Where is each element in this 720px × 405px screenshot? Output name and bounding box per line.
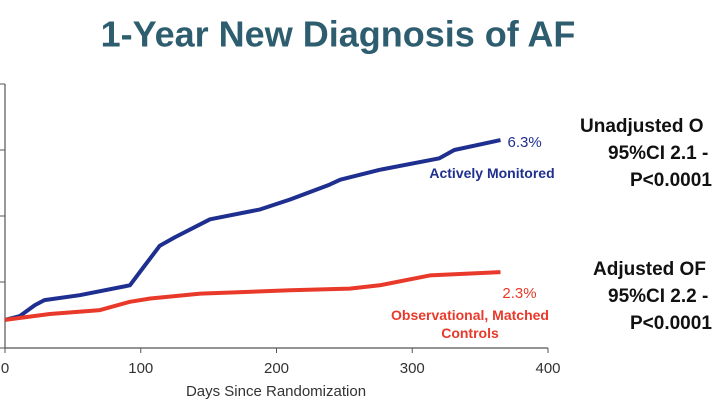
stat-text: Adjusted OF — [593, 259, 706, 280]
chart-title: 1-Year New Diagnosis of AF — [101, 14, 576, 55]
end-label: 6.3% — [507, 134, 541, 151]
stat-text: P<0.0001 — [630, 313, 712, 334]
legend-label: Observational, Matched Controls — [391, 307, 549, 341]
stat-text: P<0.0001 — [630, 170, 712, 191]
series-line — [4, 138, 501, 322]
x-tick-label: 200 — [264, 360, 289, 377]
series-line — [4, 270, 501, 322]
x-tick-label: 0 — [1, 360, 9, 377]
stat-text: Unadjusted O — [580, 116, 704, 137]
x-tick-label: 100 — [128, 360, 153, 377]
end-label: 2.3% — [502, 285, 536, 302]
x-tick-label: 300 — [400, 360, 425, 377]
legend-label: Actively Monitored — [429, 165, 554, 181]
stat-text: 95%CI 2.1 - — [608, 143, 708, 164]
stat-text: 95%CI 2.2 - — [608, 286, 708, 307]
x-axis-label: Days Since Randomization — [186, 383, 366, 400]
x-tick-label: 400 — [535, 360, 560, 377]
